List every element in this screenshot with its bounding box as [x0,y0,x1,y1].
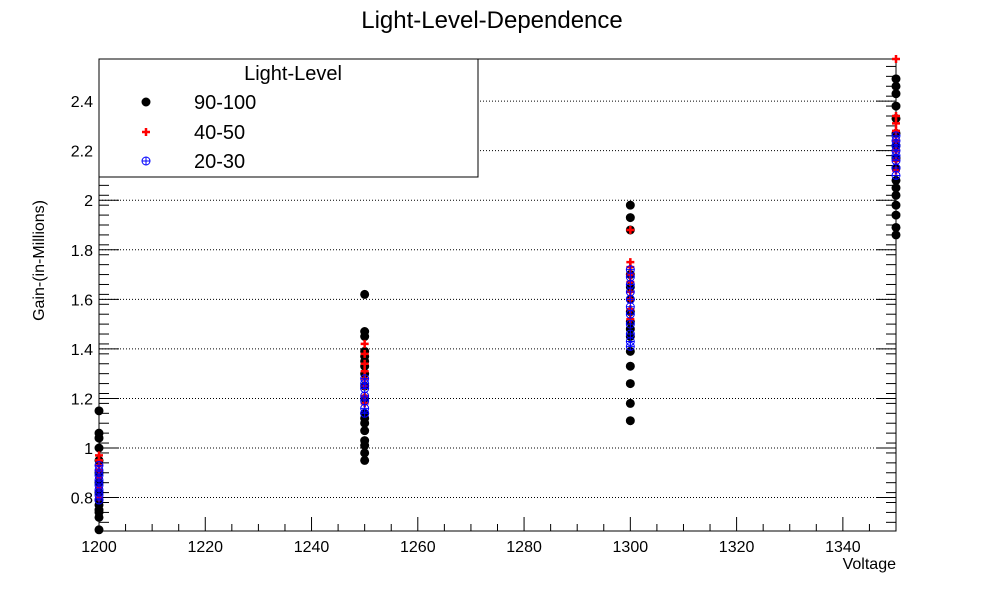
data-point [360,374,370,384]
data-point [625,294,635,304]
data-point [891,230,901,240]
data-point [360,403,370,413]
x-tick-label: 1200 [81,539,117,556]
legend-label: 40-50 [194,122,245,144]
data-point [891,170,901,180]
data-point [94,460,104,470]
data-point [891,200,901,210]
x-tick-label: 1340 [825,539,861,556]
data-point [360,455,370,465]
data-point [625,302,635,312]
data-points [94,55,901,535]
data-point [360,391,370,401]
legend-title: Light-Level [244,63,342,85]
y-tick-label: 1.4 [71,342,93,359]
data-point [891,131,901,141]
x-tick-label: 1280 [506,539,542,556]
data-point [891,183,901,193]
data-point [360,339,369,348]
data-point [625,361,635,371]
y-tick-label: 1.6 [71,292,93,309]
data-point [891,101,901,111]
legend-box [98,58,479,178]
data-point [625,329,635,339]
data-point [625,287,635,297]
data-point [891,210,901,220]
data-point [626,258,635,267]
data-point [94,525,104,535]
y-tick-label: 2 [84,193,93,210]
legend-entries: 90-100 40-50 20-30 [141,92,256,173]
data-point [360,426,370,436]
legend-label: 90-100 [194,92,256,114]
data-point [625,398,635,408]
data-point [94,406,104,416]
legend: Light-Level 90-100 40-50 20-30 [98,58,479,178]
y-axis-title: Gain-(in-Millions) [31,200,48,321]
y-tick-label: 1.8 [71,243,93,260]
x-tick-label: 1260 [400,539,436,556]
legend-label: 20-30 [194,151,245,173]
data-point [360,289,370,299]
data-point [625,279,635,289]
x-tick-label: 1220 [187,539,223,556]
data-point [625,309,635,319]
legend-marker [141,156,151,166]
data-point [94,428,104,438]
data-point [360,349,369,358]
data-point [891,222,901,232]
data-point [625,319,635,329]
y-tick-label: 1.2 [71,391,93,408]
data-point [891,89,901,99]
data-point [892,111,900,120]
data-point [892,55,900,63]
data-point [625,200,635,210]
data-point [625,379,635,389]
data-point [626,225,635,234]
legend-marker [142,128,150,136]
legend-marker [141,97,151,107]
x-axis-ticks: 1200 1220 1240 1260 1280 1300 1320 1340 [81,517,870,556]
data-point [625,336,635,346]
y-tick-label: 1 [84,441,93,458]
data-point [892,119,900,128]
data-point [625,416,635,426]
y-tick-label: 2.2 [71,144,93,161]
data-point [360,359,369,368]
data-point [625,213,635,223]
plot-frame [98,58,897,532]
data-point [891,74,901,84]
data-point [891,81,901,91]
data-point [95,451,103,460]
data-point [94,443,104,453]
data-point [360,327,370,337]
data-point [360,448,370,458]
data-point [891,190,901,200]
x-tick-label: 1320 [719,539,755,556]
data-point [891,163,901,173]
y-tick-label: 2.4 [71,94,93,111]
x-tick-label: 1240 [294,539,330,556]
data-point [625,265,635,275]
x-tick-label: 1300 [613,539,649,556]
data-point [360,367,369,376]
chart-title: Light-Level-Dependence [361,7,623,34]
y-tick-label: 0.8 [71,491,93,508]
data-point [360,436,370,446]
data-point [625,272,635,282]
x-axis-title: Voltage [843,556,896,573]
